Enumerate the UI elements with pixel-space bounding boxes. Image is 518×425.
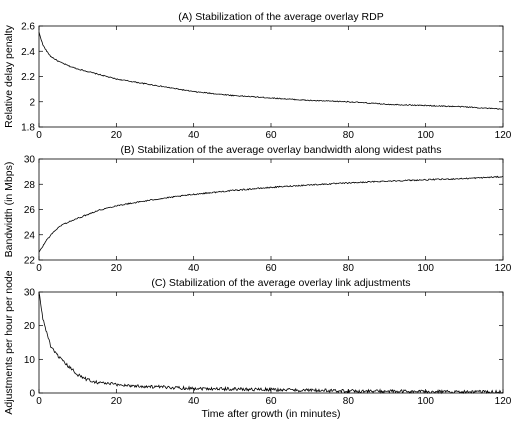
x-tick-label: 0 xyxy=(36,263,42,274)
x-tick-label: 100 xyxy=(417,396,434,407)
y-tick-label: 26 xyxy=(24,205,36,216)
y-axis-label: Relative delay penalty xyxy=(3,24,15,127)
series-line xyxy=(38,175,504,253)
y-tick-label: 2.2 xyxy=(21,72,35,83)
x-tick-label: 60 xyxy=(265,130,277,141)
x-tick-label: 120 xyxy=(495,130,512,141)
x-tick-label: 120 xyxy=(495,396,512,407)
y-tick-label: 30 xyxy=(24,288,36,299)
y-tick-label: 10 xyxy=(24,355,36,366)
x-tick-label: 0 xyxy=(36,130,42,141)
x-tick-label: 40 xyxy=(188,396,200,407)
chart-title: (A) Stabilization of the average overlay… xyxy=(178,11,383,23)
series-line xyxy=(38,31,504,110)
x-tick-label: 60 xyxy=(265,263,277,274)
x-tick-label: 20 xyxy=(111,263,123,274)
x-tick-label: 80 xyxy=(343,130,355,141)
plot-frame xyxy=(38,291,504,394)
x-tick-label: 40 xyxy=(188,263,200,274)
y-tick-label: 1.8 xyxy=(21,123,35,134)
x-tick-label: 80 xyxy=(343,396,355,407)
chart-title: (B) Stabilization of the average overlay… xyxy=(120,144,441,156)
y-axis-label: Bandwidth (in Mbps) xyxy=(3,162,15,258)
plot-frame xyxy=(38,158,504,261)
chart-panel-0: (A) Stabilization of the average overlay… xyxy=(3,11,512,141)
y-tick-label: 24 xyxy=(24,230,36,241)
x-tick-label: 20 xyxy=(111,130,123,141)
x-tick-label: 120 xyxy=(495,263,512,274)
y-tick-label: 20 xyxy=(24,321,36,332)
y-tick-label: 2.4 xyxy=(21,47,35,58)
x-tick-label: 20 xyxy=(111,396,123,407)
x-tick-label: 80 xyxy=(343,263,355,274)
y-tick-label: 2.6 xyxy=(21,22,35,33)
y-tick-label: 2 xyxy=(29,97,35,108)
y-axis-label: Adjustments per hour per node xyxy=(3,270,15,414)
x-tick-label: 100 xyxy=(417,130,434,141)
y-tick-label: 28 xyxy=(24,180,36,191)
x-tick-label: 40 xyxy=(188,130,200,141)
chart-panel-1: (B) Stabilization of the average overlay… xyxy=(3,144,512,274)
y-tick-label: 30 xyxy=(24,155,36,166)
chart-title: (C) Stabilization of the average overlay… xyxy=(151,277,410,289)
x-axis-label: Time after growth (in minutes) xyxy=(201,408,340,420)
x-tick-label: 60 xyxy=(265,396,277,407)
plot-frame xyxy=(38,25,504,128)
y-tick-label: 0 xyxy=(29,389,35,400)
y-tick-label: 22 xyxy=(24,256,36,267)
chart-panel-2: (C) Stabilization of the average overlay… xyxy=(3,270,512,420)
x-tick-label: 100 xyxy=(417,263,434,274)
x-tick-label: 0 xyxy=(36,396,42,407)
series-line xyxy=(38,291,504,395)
